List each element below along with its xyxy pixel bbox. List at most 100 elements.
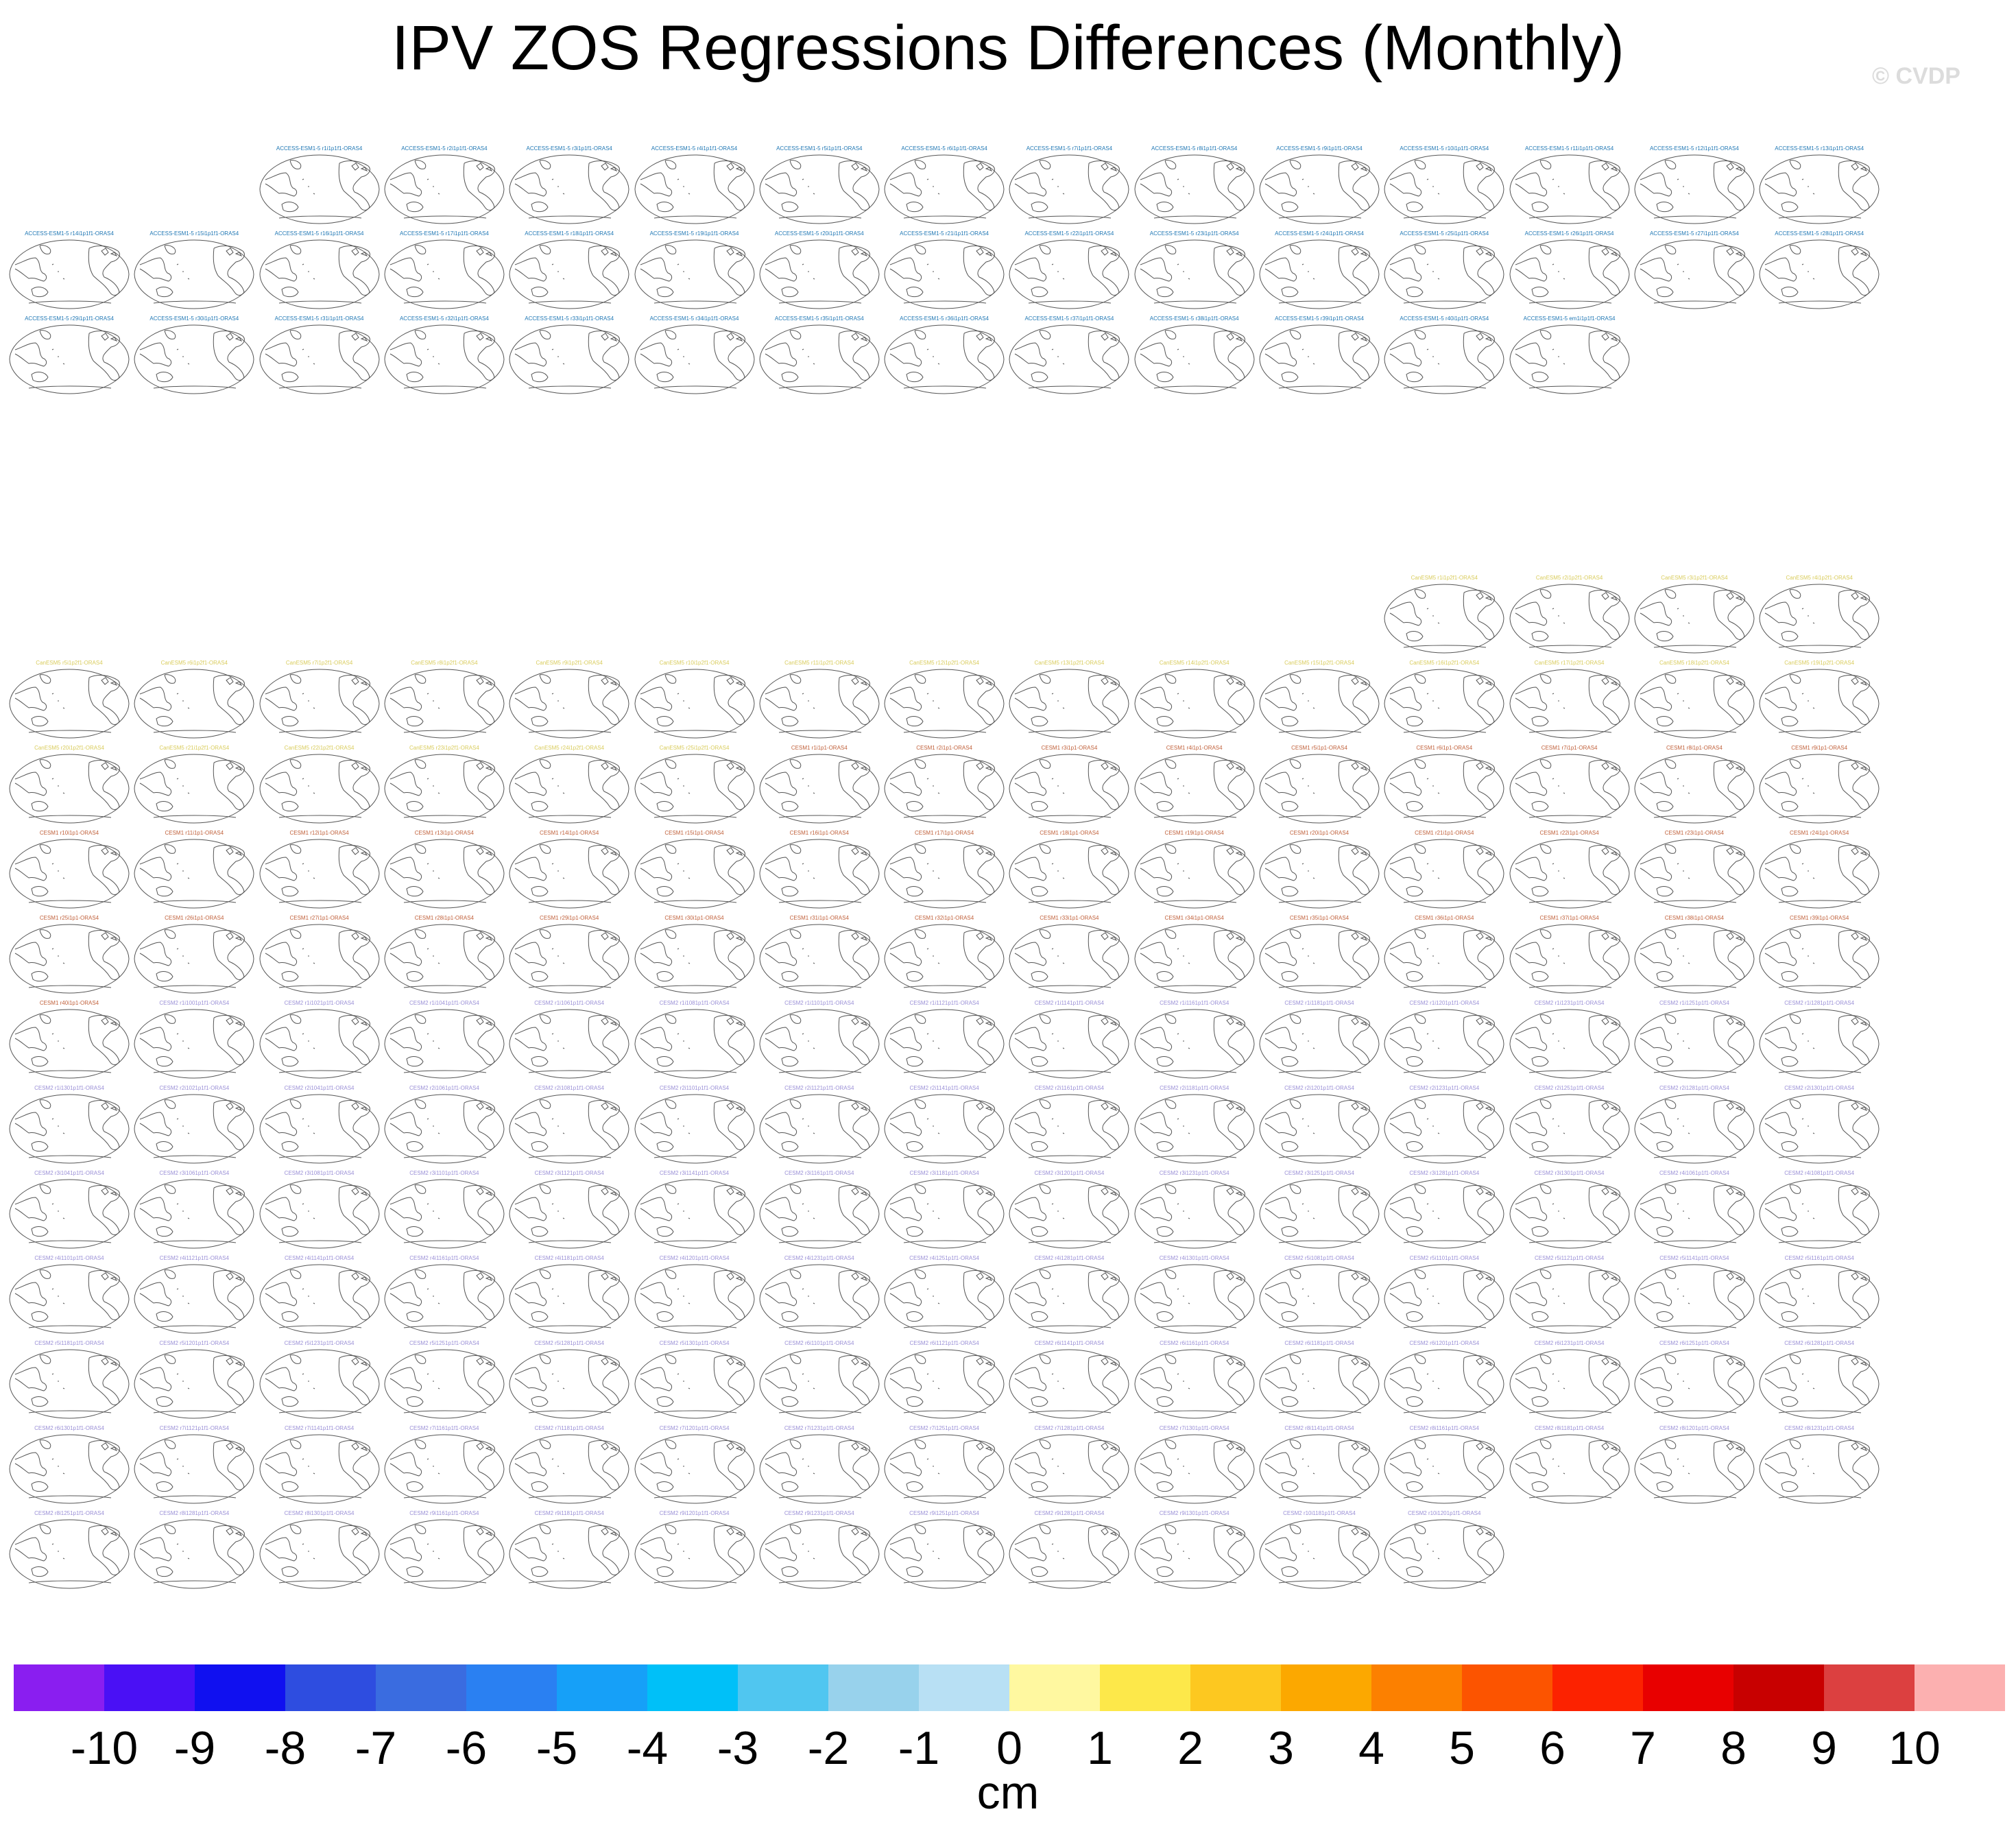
panel-title: CESM2 r2i1081p1f1-ORAS4 xyxy=(534,1085,605,1091)
map-panel: CanESM5 r10i1p2f1-ORAS4 xyxy=(634,660,756,743)
panel-title: CESM2 r10i1181p1f1-ORAS4 xyxy=(1283,1510,1356,1516)
world-map-icon xyxy=(759,669,880,739)
panel-title: ACCESS-ESM1-5 r31i1p1f1-ORAS4 xyxy=(274,315,364,322)
panel-title: CESM2 r1i1301p1f1-ORAS4 xyxy=(34,1085,104,1091)
map-panel: ACCESS-ESM1-5 r16i1p1f1-ORAS4 xyxy=(259,230,381,314)
world-map-icon xyxy=(1259,324,1380,394)
panel-title: CESM2 r3i1041p1f1-ORAS4 xyxy=(34,1170,104,1176)
map-panel: CESM2 r4i1161p1f1-ORAS4 xyxy=(383,1255,505,1339)
map-panel: CESM2 r10i1181p1f1-ORAS4 xyxy=(1258,1510,1380,1594)
world-map-icon xyxy=(9,924,130,994)
panel-title: CESM2 r4i1121p1f1-ORAS4 xyxy=(159,1255,229,1261)
colorbar-tick-label: 2 xyxy=(1177,1722,1203,1774)
panel-title: CESM1 r34i1p1-ORAS4 xyxy=(1164,915,1224,921)
world-map-icon xyxy=(1384,584,1504,654)
panel-title: CESM1 r30i1p1-ORAS4 xyxy=(664,915,724,921)
world-map-icon xyxy=(1009,1009,1129,1079)
world-map-icon xyxy=(1509,1009,1630,1079)
colorbar-swatch xyxy=(1100,1664,1191,1711)
world-map-icon xyxy=(509,924,629,994)
panel-title: CESM2 r2i1281p1f1-ORAS4 xyxy=(1659,1085,1729,1091)
world-map-icon xyxy=(759,839,880,909)
map-panel: CESM2 r6i1101p1f1-ORAS4 xyxy=(758,1340,880,1424)
map-panel: CESM2 r7i1121p1f1-ORAS4 xyxy=(133,1425,255,1509)
panel-title: CanESM5 r14i1p2f1-ORAS4 xyxy=(1159,660,1229,666)
panel-title: CESM2 r2i1021p1f1-ORAS4 xyxy=(159,1085,230,1091)
panel-title: CESM2 r4i1201p1f1-ORAS4 xyxy=(659,1255,730,1261)
world-map-icon xyxy=(134,1009,254,1079)
world-map-icon xyxy=(1509,584,1630,654)
panel-title: CESM2 r5i1231p1f1-ORAS4 xyxy=(284,1340,355,1346)
map-panel: CESM2 r2i1101p1f1-ORAS4 xyxy=(634,1085,756,1169)
world-map-icon xyxy=(1009,924,1129,994)
panel-title: CESM2 r8i1201p1f1-ORAS4 xyxy=(1659,1425,1729,1431)
world-map-icon xyxy=(134,1349,254,1419)
map-panel: CESM1 r40i1p1-ORAS4 xyxy=(8,1000,130,1084)
map-panel: CanESM5 r6i1p2f1-ORAS4 xyxy=(133,660,255,743)
panel-title: CESM2 r1i1061p1f1-ORAS4 xyxy=(534,1000,605,1006)
world-map-icon xyxy=(259,1179,380,1249)
colorbar-tick-label: -10 xyxy=(70,1722,139,1774)
panel-title: CESM1 r21i1p1-ORAS4 xyxy=(1415,830,1474,836)
panel-title: CESM2 r9i1161p1f1-ORAS4 xyxy=(409,1510,479,1516)
panel-title: CESM2 r5i1201p1f1-ORAS4 xyxy=(159,1340,230,1346)
map-panel: CanESM5 r19i1p2f1-ORAS4 xyxy=(1758,660,1880,743)
colorbar-swatch xyxy=(1643,1664,1734,1711)
world-map-icon xyxy=(759,324,880,394)
world-map-icon xyxy=(509,1434,629,1504)
world-map-icon xyxy=(384,1009,505,1079)
map-panel: CESM2 r1i1061p1f1-ORAS4 xyxy=(508,1000,630,1084)
world-map-icon xyxy=(9,324,130,394)
map-panel: CanESM5 r5i1p2f1-ORAS4 xyxy=(8,660,130,743)
world-map-icon xyxy=(9,1349,130,1419)
panel-title: CESM2 r9i1281p1f1-ORAS4 xyxy=(1034,1510,1105,1516)
map-panel: CESM1 r17i1p1-ORAS4 xyxy=(883,830,1005,914)
world-map-icon xyxy=(1009,1519,1129,1589)
panel-title: CESM1 r36i1p1-ORAS4 xyxy=(1415,915,1474,921)
map-panel: CanESM5 r23i1p2f1-ORAS4 xyxy=(383,745,505,828)
map-panel: CESM2 r8i1301p1f1-ORAS4 xyxy=(259,1510,381,1594)
world-map-icon xyxy=(759,1264,880,1334)
panel-title: CESM1 r5i1p1-ORAS4 xyxy=(1291,745,1347,751)
map-panel: CESM2 r4i1121p1f1-ORAS4 xyxy=(133,1255,255,1339)
panel-title: CESM2 r7i1231p1f1-ORAS4 xyxy=(784,1425,854,1431)
panel-title: CanESM5 r25i1p2f1-ORAS4 xyxy=(659,745,730,751)
panel-title: CESM2 r1i1281p1f1-ORAS4 xyxy=(1784,1000,1855,1006)
world-map-icon xyxy=(384,924,505,994)
panel-title: CESM1 r29i1p1-ORAS4 xyxy=(540,915,599,921)
panel-title: CESM2 r5i1301p1f1-ORAS4 xyxy=(659,1340,730,1346)
world-map-icon xyxy=(759,154,880,224)
panel-title: CanESM5 r23i1p2f1-ORAS4 xyxy=(409,745,479,751)
panel-title: CESM2 r6i1161p1f1-ORAS4 xyxy=(1160,1340,1229,1346)
map-panel: ACCESS-ESM1-5 r9i1p1f1-ORAS4 xyxy=(1258,145,1380,229)
panel-title: CESM2 r1i1251p1f1-ORAS4 xyxy=(1659,1000,1729,1006)
colorbar-swatch xyxy=(1009,1664,1101,1711)
panel-title: CESM2 r3i1251p1f1-ORAS4 xyxy=(1284,1170,1354,1176)
map-panel: CESM2 r6i1301p1f1-ORAS4 xyxy=(8,1425,130,1509)
map-panel: CESM2 r7i1251p1f1-ORAS4 xyxy=(883,1425,1005,1509)
world-map-icon xyxy=(1384,669,1504,739)
world-map-icon xyxy=(1384,1179,1504,1249)
world-map-icon xyxy=(1259,239,1380,309)
panel-title: CanESM5 r17i1p2f1-ORAS4 xyxy=(1534,660,1605,666)
map-panel: ACCESS-ESM1-5 r2i1p1f1-ORAS4 xyxy=(383,145,505,229)
map-panel: CESM1 r31i1p1-ORAS4 xyxy=(758,915,880,999)
panel-title: CESM2 r1i1021p1f1-ORAS4 xyxy=(284,1000,355,1006)
world-map-icon xyxy=(259,754,380,824)
map-panel: CESM2 r2i1081p1f1-ORAS4 xyxy=(508,1085,630,1169)
panel-title: CESM2 r6i1201p1f1-ORAS4 xyxy=(1409,1340,1480,1346)
map-panel: ACCESS-ESM1-5 r4i1p1f1-ORAS4 xyxy=(634,145,756,229)
world-map-icon xyxy=(384,754,505,824)
panel-title: CESM2 r4i1101p1f1-ORAS4 xyxy=(34,1255,104,1261)
world-map-icon xyxy=(134,924,254,994)
panel-title: CESM2 r10i1201p1f1-ORAS4 xyxy=(1408,1510,1481,1516)
panel-title: CESM2 r3i1301p1f1-ORAS4 xyxy=(1534,1170,1605,1176)
panel-title: ACCESS-ESM1-5 r12i1p1f1-ORAS4 xyxy=(1649,145,1739,152)
world-map-icon xyxy=(259,1519,380,1589)
world-map-icon xyxy=(259,1094,380,1164)
panel-title: CESM2 r8i1181p1f1-ORAS4 xyxy=(1534,1425,1605,1431)
colorbar-tick-label: 7 xyxy=(1630,1722,1656,1774)
panel-title: CESM1 r10i1p1-ORAS4 xyxy=(39,830,99,836)
world-map-icon xyxy=(509,1179,629,1249)
panel-title: CESM2 r1i1201p1f1-ORAS4 xyxy=(1409,1000,1480,1006)
